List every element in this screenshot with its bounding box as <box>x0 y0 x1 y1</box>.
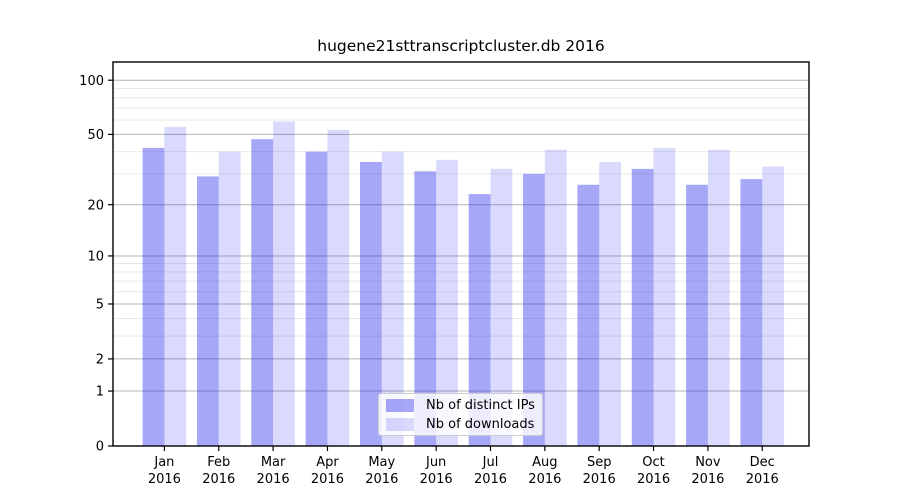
bar-nb-of-downloads-jun <box>436 159 458 446</box>
y-tick-label-5: 5 <box>96 298 104 313</box>
bar-nb-of-distinct-ips-dec <box>740 179 763 446</box>
legend-swatch-distinct-ips-icon <box>386 398 414 412</box>
bar-nb-of-distinct-ips-mar <box>251 139 274 447</box>
x-tick-label-oct: Oct <box>642 455 664 470</box>
bar-nb-of-distinct-ips-feb <box>196 176 219 447</box>
x-tick-label-feb: Feb <box>207 455 230 470</box>
y-tick-label-1: 1 <box>96 385 104 400</box>
bar-nb-of-downloads-aug <box>544 149 567 446</box>
x-tick-year-sep: 2016 <box>583 472 616 487</box>
bar-nb-of-distinct-ips-oct <box>631 168 654 446</box>
y-tick-label-10: 10 <box>87 250 104 265</box>
legend-label-downloads: Nb of downloads <box>426 416 535 432</box>
x-tick-label-dec: Dec <box>750 455 775 470</box>
x-tick-year-oct: 2016 <box>637 472 670 487</box>
bar-nb-of-downloads-sep <box>599 161 621 446</box>
legend-item-downloads: Nb of downloads <box>386 417 542 432</box>
bar-nb-of-downloads-dec <box>762 166 785 446</box>
bar-nb-of-downloads-may <box>381 151 404 447</box>
x-tick-year-may: 2016 <box>365 472 398 487</box>
bar-nb-of-distinct-ips-jan <box>142 147 165 446</box>
x-tick-year-aug: 2016 <box>528 472 561 487</box>
x-tick-label-aug: Aug <box>532 455 557 470</box>
x-tick-label-jan: Jan <box>153 455 174 470</box>
legend-item-distinct-ips: Nb of distinct IPs <box>386 398 542 413</box>
bar-nb-of-downloads-mar <box>273 121 295 446</box>
bar-nb-of-downloads-nov <box>707 149 730 446</box>
y-tick-label-100: 100 <box>79 74 104 89</box>
x-tick-year-jan: 2016 <box>148 472 181 487</box>
bar-nb-of-distinct-ips-may <box>360 161 382 446</box>
y-tick-label-0: 0 <box>96 440 104 455</box>
x-tick-year-jun: 2016 <box>420 472 453 487</box>
bar-nb-of-downloads-oct <box>653 147 676 446</box>
x-tick-label-apr: Apr <box>316 455 339 470</box>
legend-swatch-downloads-icon <box>386 417 414 431</box>
x-tick-year-nov: 2016 <box>691 472 724 487</box>
x-tick-label-may: May <box>368 455 395 470</box>
bar-nb-of-distinct-ips-apr <box>305 151 328 447</box>
x-tick-label-mar: Mar <box>261 455 286 470</box>
x-tick-label-sep: Sep <box>587 455 612 470</box>
bar-nb-of-downloads-apr <box>327 129 350 446</box>
y-tick-label-2: 2 <box>96 353 104 368</box>
x-tick-year-feb: 2016 <box>202 472 235 487</box>
bar-nb-of-distinct-ips-jun <box>414 171 437 447</box>
bar-nb-of-distinct-ips-nov <box>686 184 708 446</box>
x-tick-year-mar: 2016 <box>257 472 290 487</box>
plot-border <box>112 61 810 447</box>
bar-nb-of-distinct-ips-jul <box>468 194 491 446</box>
chart-title: hugene21sttranscriptcluster.db 2016 <box>317 37 605 55</box>
x-tick-label-jul: Jul <box>482 455 499 470</box>
x-tick-year-apr: 2016 <box>311 472 344 487</box>
bar-nb-of-downloads-jan <box>164 126 187 446</box>
y-tick-label-50: 50 <box>87 128 104 143</box>
bar-nb-of-downloads-feb <box>218 151 241 447</box>
x-tick-label-jun: Jun <box>425 455 446 470</box>
y-tick-label-20: 20 <box>87 198 104 213</box>
bar-nb-of-distinct-ips-aug <box>523 173 545 447</box>
legend: Nb of distinct IPs Nb of downloads <box>378 393 543 436</box>
bar-nb-of-distinct-ips-sep <box>577 184 600 446</box>
legend-label-distinct-ips: Nb of distinct IPs <box>426 397 535 413</box>
x-tick-year-jul: 2016 <box>474 472 507 487</box>
x-tick-year-dec: 2016 <box>746 472 779 487</box>
x-tick-label-nov: Nov <box>695 455 721 470</box>
bar-nb-of-downloads-jul <box>490 168 513 446</box>
